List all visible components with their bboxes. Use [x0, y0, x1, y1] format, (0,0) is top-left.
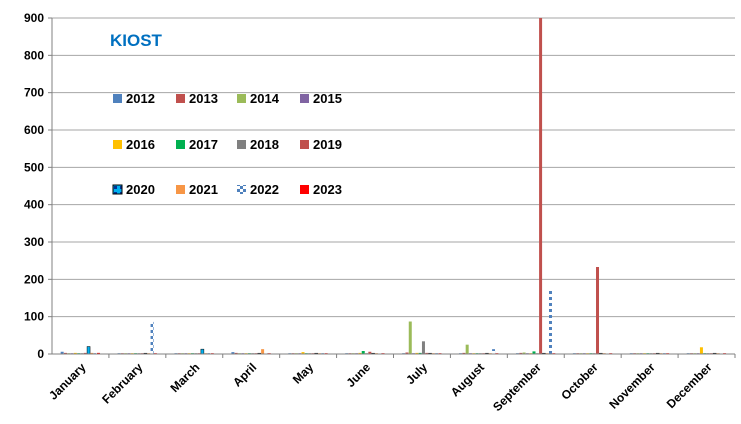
axes: [48, 17, 736, 358]
x-tick-label: October: [558, 360, 601, 403]
x-tick-label: March: [168, 360, 203, 395]
legend-label-2013: 2013: [189, 91, 218, 106]
x-tick-label: April: [230, 360, 259, 389]
bar-2017-september: [532, 351, 536, 354]
bar-2013-july: [405, 352, 409, 354]
bar-2021-january: [90, 352, 94, 354]
x-tick-label: November: [606, 360, 658, 412]
bar-2022-august: [492, 349, 496, 354]
legend-swatch-2014: [237, 94, 246, 103]
legend: 2012 2013 2014 2015 2016 2017 2018 2019 2020 2021…: [112, 91, 342, 197]
legend-swatch-2016: [113, 140, 122, 149]
chart-title: KIOST: [110, 31, 163, 50]
bar-2019-june: [368, 351, 372, 354]
legend-label-2019: 2019: [313, 137, 342, 152]
bar-2016-january: [73, 352, 77, 354]
bar-2020-january: [86, 346, 91, 355]
bar-2012-january: [60, 351, 64, 354]
y-tick-label: 100: [24, 310, 44, 324]
bar-2020-march: [200, 348, 205, 355]
bar-2016-june: [358, 352, 362, 354]
y-tick-label: 800: [24, 48, 44, 62]
x-tick-label: September: [490, 360, 544, 414]
y-tick-label: 700: [24, 86, 44, 100]
bar-2013-september: [519, 352, 523, 354]
legend-label-2022: 2022: [250, 182, 279, 197]
legend-swatch-2018: [237, 140, 246, 149]
bar-2022-september: [548, 289, 552, 354]
bar-2012-april: [231, 352, 235, 354]
legend-swatch-2020: [112, 184, 123, 195]
legend-swatch-2012: [113, 94, 122, 103]
bar-2018-july: [421, 341, 425, 354]
bar-2017-june: [361, 351, 365, 354]
bar-2023-january: [96, 352, 100, 354]
legend-swatch-2017: [176, 140, 185, 149]
bars: [60, 18, 727, 355]
y-tick-label: 300: [24, 235, 44, 249]
legend-label-2020: 2020: [126, 182, 155, 197]
bar-2013-august: [462, 352, 466, 354]
x-tick-label: January: [46, 360, 89, 403]
bar-2016-may: [301, 352, 305, 354]
x-tick-label: May: [290, 360, 317, 387]
y-axis-ticks: 0 100 200 300 400 500 600 700 800 900: [24, 11, 44, 361]
legend-label-2016: 2016: [126, 137, 155, 152]
x-tick-label: February: [99, 360, 145, 406]
legend-label-2018: 2018: [250, 137, 279, 152]
y-tick-label: 500: [24, 160, 44, 174]
legend-swatch-2015: [300, 94, 309, 103]
bar-2017-july: [418, 352, 422, 354]
x-tick-label: June: [343, 360, 373, 390]
y-tick-label: 600: [24, 123, 44, 137]
y-tick-label: 200: [24, 272, 44, 286]
bar-2014-july: [408, 321, 412, 354]
bar-2022-february: [150, 321, 154, 354]
y-tick-label: 0: [37, 347, 44, 361]
x-axis-ticks: January February March April May June July Augu…: [46, 360, 715, 414]
bar-2019-january: [83, 352, 87, 354]
legend-label-2012: 2012: [126, 91, 155, 106]
bar-2014-august: [465, 344, 469, 354]
bar-2014-september: [522, 352, 526, 354]
y-tick-label: 400: [24, 198, 44, 212]
bar-2021-april: [261, 349, 265, 354]
legend-label-2014: 2014: [250, 91, 280, 106]
bar-2013-january: [63, 352, 67, 354]
y-tick-label: 900: [24, 11, 44, 25]
gridlines: [52, 17, 735, 318]
legend-swatch-2021: [176, 185, 185, 194]
legend-label-2021: 2021: [189, 182, 218, 197]
legend-swatch-2022: [237, 185, 246, 194]
x-tick-label: December: [664, 360, 715, 411]
bar-2019-july: [425, 352, 429, 354]
bar-2019-october: [596, 267, 600, 354]
legend-label-2017: 2017: [189, 137, 218, 152]
bar-2016-december: [699, 347, 703, 354]
legend-swatch-2019: [300, 140, 309, 149]
legend-label-2015: 2015: [313, 91, 342, 106]
legend-swatch-2013: [176, 94, 185, 103]
bar-2016-july: [415, 352, 419, 354]
legend-swatch-2023: [300, 185, 309, 194]
x-tick-label: August: [448, 360, 487, 399]
bar-2019-september: [539, 18, 543, 354]
bar-2013-april: [234, 352, 238, 354]
x-tick-label: July: [403, 360, 430, 387]
legend-label-2023: 2023: [313, 182, 342, 197]
